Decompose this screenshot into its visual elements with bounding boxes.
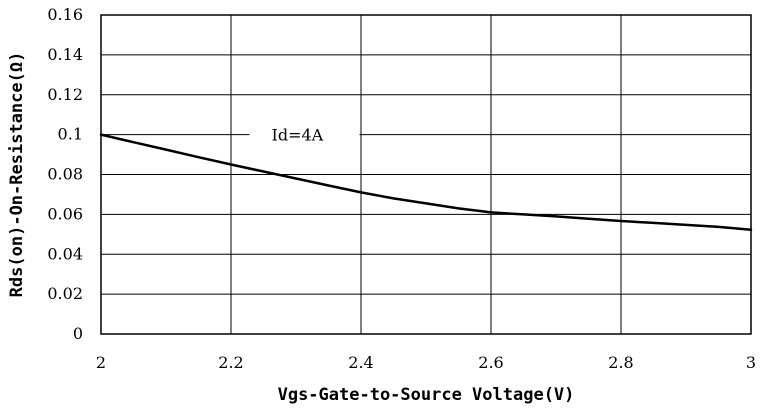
grid-lines bbox=[100, 14, 752, 335]
y-tick-label: 0.06 bbox=[47, 204, 83, 223]
y-tick-label: 0.08 bbox=[47, 165, 83, 184]
annotation-label: Id=4A bbox=[272, 126, 324, 145]
y-axis-title: Rds(on)-On-Resistance(Ω) bbox=[7, 52, 27, 298]
x-tick-label: 2.8 bbox=[608, 353, 633, 372]
x-tick-label: 2 bbox=[96, 353, 106, 372]
y-tick-labels: 0 0.02 0.04 0.06 0.08 0.1 0.12 0.14 0.16 bbox=[47, 5, 83, 343]
y-tick-label: 0.14 bbox=[47, 45, 83, 64]
y-tick-label: 0.12 bbox=[47, 85, 83, 104]
x-tick-label: 2.6 bbox=[478, 353, 503, 372]
y-tick-label: 0.16 bbox=[47, 5, 83, 24]
plot-frame bbox=[100, 14, 752, 335]
y-tick-label: 0.1 bbox=[58, 125, 83, 144]
x-tick-label: 3 bbox=[746, 353, 756, 372]
series-line bbox=[99, 133, 753, 231]
x-tick-label: 2.2 bbox=[218, 353, 243, 372]
y-tick-label: 0.04 bbox=[47, 244, 83, 263]
annotation-background bbox=[249, 106, 360, 164]
y-tick-label: 0.02 bbox=[47, 284, 83, 303]
y-tick-label: 0 bbox=[73, 324, 83, 343]
x-tick-labels: 2 2.2 2.4 2.6 2.8 3 bbox=[96, 353, 756, 372]
x-axis-title: Vgs-Gate-to-Source Voltage(V) bbox=[278, 385, 575, 405]
x-tick-label: 2.4 bbox=[348, 353, 373, 372]
